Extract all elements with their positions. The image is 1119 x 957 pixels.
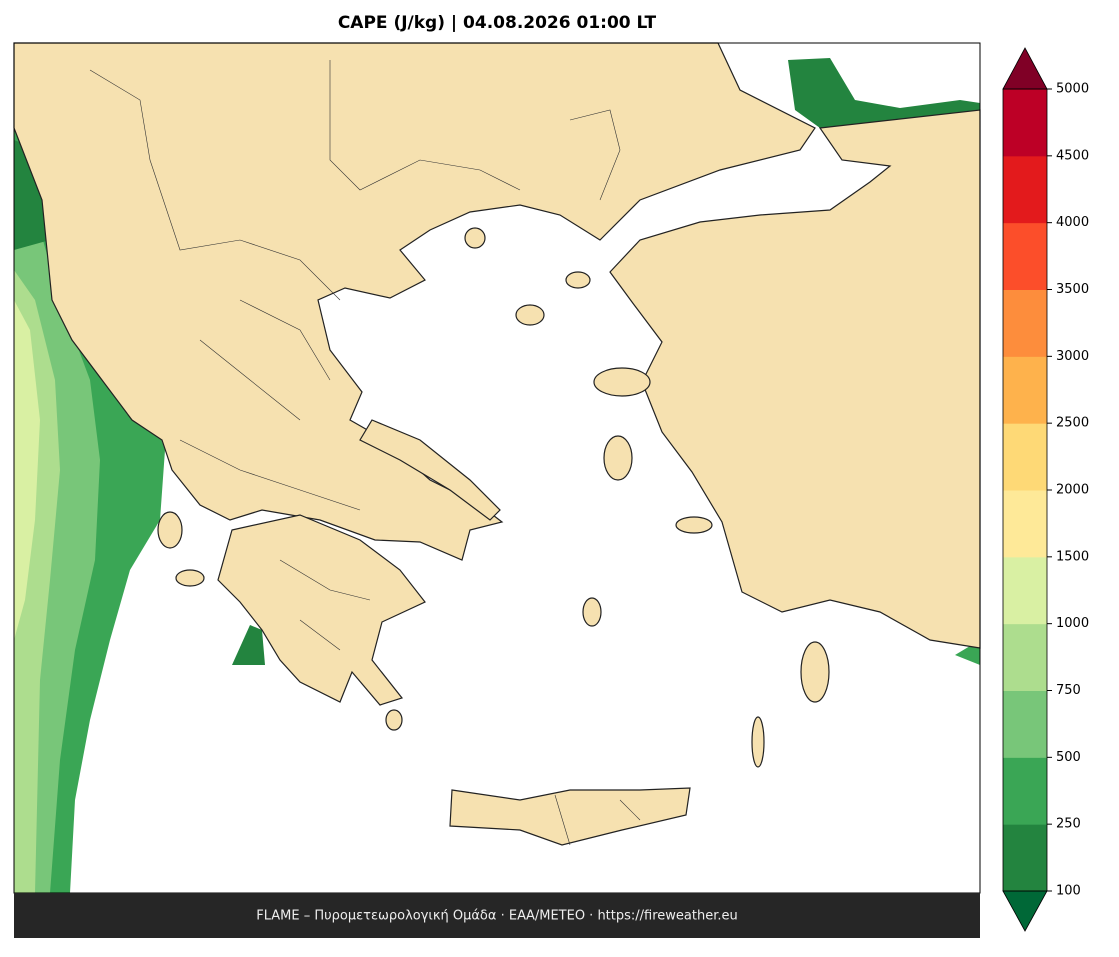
land	[464, 227, 486, 249]
land	[675, 516, 713, 534]
colorbar-tick-label: 3500	[1056, 282, 1089, 297]
map-title: CAPE (J/kg) | 04.08.2026 01:00 LT	[338, 13, 657, 33]
cape-field	[232, 625, 265, 665]
land	[593, 367, 651, 397]
land	[449, 787, 691, 846]
colorbar-band	[1003, 89, 1047, 157]
colorbar-tick-label: 2500	[1056, 416, 1089, 431]
colorbar-band	[1003, 556, 1047, 625]
land	[603, 435, 633, 481]
colorbar-band	[1003, 356, 1047, 424]
colorbar-tick-label: 750	[1056, 683, 1081, 698]
cape-field	[788, 58, 980, 128]
footer-text: FLAME – Πυρομετεωρολογική Ομάδα · ΕΑΑ/ME…	[256, 909, 738, 924]
colorbar-tick-label: 100	[1056, 884, 1081, 899]
land	[175, 569, 205, 587]
land	[800, 641, 830, 703]
cape-field	[14, 300, 40, 640]
colorbar-under	[1002, 890, 1048, 932]
colorbar-tick-label: 5000	[1056, 82, 1089, 97]
colorbar-band	[1003, 490, 1047, 558]
colorbar: 100 250 500 750 1000 1500 2000 2500 3000 3500 4000…	[1002, 47, 1089, 932]
colorbar-tick-label: 1500	[1056, 549, 1089, 564]
colorbar-band	[1003, 423, 1047, 491]
colorbar-band	[1003, 623, 1047, 691]
land	[565, 271, 591, 289]
border	[89, 60, 641, 846]
colorbar-band	[1003, 824, 1047, 892]
land	[582, 597, 602, 627]
colorbar-tick-label: 500	[1056, 750, 1081, 765]
land	[751, 716, 765, 768]
colorbar-band	[1003, 757, 1047, 825]
colorbar-tick-label: 250	[1056, 817, 1081, 832]
land	[385, 709, 403, 731]
map	[13, 42, 981, 894]
colorbar-tick-label: 4500	[1056, 148, 1089, 163]
colorbar-band	[1003, 690, 1047, 758]
colorbar-tick-label: 3000	[1056, 349, 1089, 364]
colorbar-tick-label: 1000	[1056, 616, 1089, 631]
land	[157, 511, 183, 549]
colorbar-band	[1003, 222, 1047, 290]
colorbar-tick-label: 2000	[1056, 483, 1089, 498]
colorbar-tick-label: 4000	[1056, 215, 1089, 230]
colorbar-over	[1002, 47, 1048, 90]
footer-bar	[14, 893, 980, 938]
land	[359, 419, 501, 521]
colorbar-band	[1003, 289, 1047, 357]
land	[515, 304, 545, 326]
land	[217, 514, 426, 706]
colorbar-band	[1003, 155, 1047, 224]
